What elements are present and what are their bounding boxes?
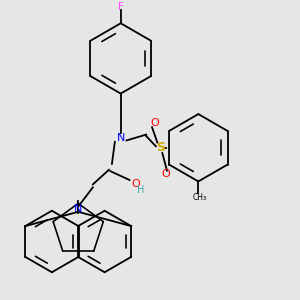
Text: O: O [150,118,159,128]
Text: N: N [74,204,82,214]
Text: N: N [116,133,125,142]
Text: F: F [118,2,124,12]
Text: CH₃: CH₃ [193,193,207,202]
Text: O: O [131,179,140,189]
Text: O: O [162,169,170,179]
Text: H: H [137,185,144,195]
Text: S: S [156,141,165,154]
